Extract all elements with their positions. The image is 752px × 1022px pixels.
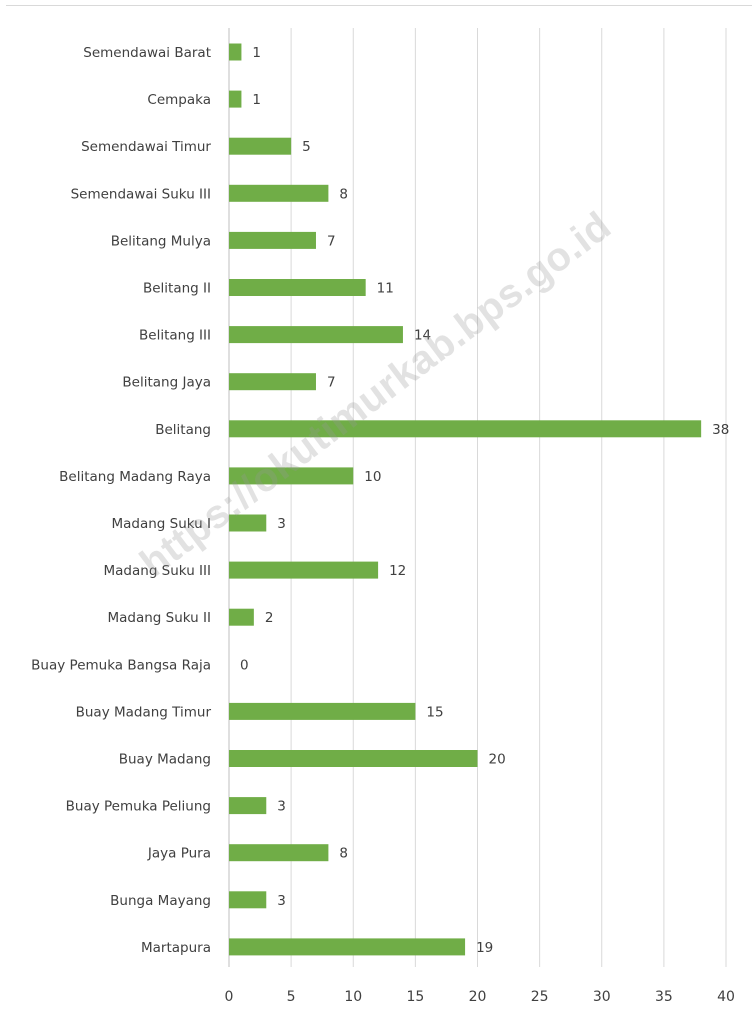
bar — [229, 702, 416, 720]
data-label: 2 — [265, 610, 274, 626]
data-label: 8 — [339, 186, 348, 202]
bar — [229, 797, 267, 815]
bar — [229, 279, 366, 296]
category-label: Buay Madang Timur — [76, 704, 212, 720]
x-tick-label: 25 — [531, 989, 549, 1005]
category-label: Semendawai Timur — [81, 139, 211, 155]
data-label: 15 — [426, 704, 443, 720]
data-label: 1 — [252, 92, 261, 108]
data-label: 3 — [277, 893, 286, 909]
category-label: Belitang Madang Raya — [59, 469, 211, 485]
category-label: Semendawai Suku III — [71, 186, 211, 202]
bar — [229, 90, 242, 108]
x-tick-label: 20 — [469, 989, 487, 1005]
bar — [229, 326, 403, 344]
category-label: Belitang III — [139, 328, 211, 344]
bar — [229, 184, 329, 202]
data-label: 5 — [302, 139, 311, 155]
data-label: 3 — [277, 516, 286, 532]
data-label: 7 — [327, 233, 336, 249]
bar — [229, 43, 242, 61]
x-tick-label: 35 — [655, 989, 673, 1005]
category-label: Belitang — [155, 422, 211, 438]
bar — [229, 891, 267, 909]
category-label: Belitang Jaya — [122, 375, 211, 391]
bar — [229, 750, 478, 767]
data-label: 0 — [240, 657, 249, 673]
category-label: Buay Madang — [119, 752, 211, 768]
data-label: 38 — [712, 422, 729, 438]
category-label: Semendawai Barat — [83, 45, 211, 61]
top-border — [6, 5, 752, 6]
data-label: 7 — [327, 375, 336, 391]
category-label: Jaya Pura — [147, 846, 211, 862]
x-tick-label: 10 — [344, 989, 362, 1005]
category-label: Madang Suku III — [104, 563, 212, 579]
category-label: Madang Suku I — [111, 516, 211, 532]
data-label: 12 — [389, 563, 406, 579]
bar — [229, 608, 254, 626]
category-label: Belitang Mulya — [111, 233, 211, 249]
data-label: 19 — [476, 940, 493, 956]
category-label: Madang Suku II — [107, 610, 211, 626]
bar — [229, 420, 702, 438]
bar — [229, 561, 379, 579]
bar — [229, 373, 316, 391]
bar — [229, 231, 316, 249]
bar — [229, 137, 292, 155]
x-tick-label: 30 — [593, 989, 611, 1005]
category-label: Bunga Mayang — [110, 893, 211, 909]
category-label: Martapura — [141, 940, 211, 956]
data-label: 3 — [277, 799, 286, 815]
bar — [229, 844, 329, 862]
data-label: 20 — [489, 752, 506, 768]
x-tick-label: 40 — [717, 989, 735, 1005]
bar — [229, 938, 466, 956]
x-tick-label: 5 — [287, 989, 296, 1005]
data-label: 10 — [364, 469, 381, 485]
data-label: 11 — [377, 281, 394, 297]
data-label: 1 — [252, 45, 261, 61]
category-label: Cempaka — [147, 92, 211, 108]
x-tick-label: 0 — [225, 989, 234, 1005]
bar — [229, 514, 267, 532]
x-tick-label: 15 — [406, 989, 424, 1005]
category-label: Belitang II — [143, 281, 211, 297]
bar — [229, 467, 354, 485]
data-label: 14 — [414, 328, 431, 344]
category-label: Buay Pemuka Bangsa Raja — [31, 657, 211, 673]
category-label: Buay Pemuka Peliung — [66, 799, 211, 815]
data-label: 8 — [339, 846, 348, 862]
